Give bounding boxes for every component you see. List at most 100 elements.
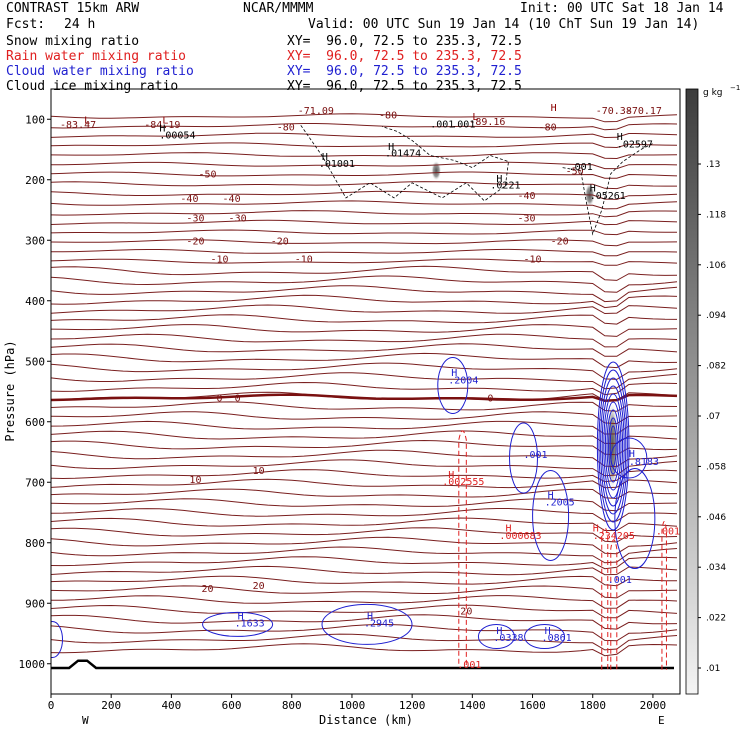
plot-frame	[50, 88, 681, 695]
isotherm-line	[51, 132, 678, 139]
model-title: CONTRAST 15km ARW	[6, 1, 140, 16]
x-tick-label: 800	[282, 699, 302, 712]
isotherm-label: -10	[211, 254, 229, 265]
cloud-water-contour	[608, 417, 619, 475]
isotherm-line	[51, 546, 678, 564]
field-annotation: H	[496, 626, 502, 637]
field-annotation: H	[593, 524, 599, 535]
isotherm-label: 10	[253, 466, 265, 477]
isotherm-line	[51, 430, 678, 444]
field-annotation: .01474	[385, 149, 421, 160]
cloud-water-contour	[614, 468, 656, 570]
field-xy-rain: XY= 96.0, 72.5 to 235.3, 72.5	[287, 49, 522, 64]
isotherm-line	[51, 294, 678, 309]
field-annotation: .00054	[159, 130, 195, 141]
isotherm-line	[51, 362, 678, 380]
isotherm-line	[51, 333, 678, 348]
isotherm-line	[51, 604, 678, 619]
x-tick-label: 1600	[519, 699, 546, 712]
field-annotation: H	[590, 184, 596, 195]
field-annotation: L	[84, 115, 90, 126]
field-annotation: .001	[430, 119, 454, 130]
cloud-water-contour	[609, 425, 617, 467]
cloud-water-contour	[321, 603, 413, 645]
isotherm-line	[51, 565, 678, 576]
cloud-water-contour	[596, 361, 630, 531]
field-annotation: .0861	[542, 633, 572, 644]
cloud-water-contour	[532, 470, 570, 562]
isotherm-label: -80	[379, 110, 397, 121]
forecast-label: Fcst:	[6, 17, 46, 32]
cloud-water-contour	[524, 624, 566, 650]
x-tick-label: 0	[48, 699, 55, 712]
field-annotation: L	[472, 112, 478, 123]
field-annotation: .002555	[442, 477, 484, 488]
isotherm-label: -20	[186, 236, 204, 247]
x-tick-label: 1800	[579, 699, 606, 712]
isotherm-line	[51, 536, 678, 555]
isotherm-line	[51, 527, 678, 543]
isotherm-line	[51, 401, 678, 412]
field-annotation: .000683	[499, 531, 541, 542]
isotherm-line	[51, 624, 678, 642]
rain-water-contour	[601, 527, 609, 670]
colorbar-tick-label: .046	[706, 513, 726, 523]
isotherm-label: -10	[523, 254, 541, 265]
field-annotation: .001	[451, 119, 475, 130]
isotherm-label: 0	[487, 394, 493, 405]
isotherm-line	[51, 248, 678, 257]
field-annotation: H	[367, 611, 373, 622]
isotherm-line	[51, 381, 678, 396]
isotherm-line	[51, 113, 678, 123]
field-annotation: .8183	[629, 457, 659, 468]
y-tick-label: 200	[25, 174, 45, 187]
x-tick-label: 200	[101, 699, 121, 712]
isotherm-label: -10	[295, 254, 313, 265]
isotherm-line	[51, 459, 678, 477]
colorbar-tick-label: .034	[706, 563, 726, 573]
field-annotation: H	[159, 124, 165, 135]
field-name-cloudwater: Cloud water mixing ratio	[6, 64, 194, 79]
field-xy-snow: XY= 96.0, 72.5 to 235.3, 72.5	[287, 34, 522, 49]
x-tick-label: 1400	[459, 699, 486, 712]
isotherm-label: -40	[517, 191, 535, 202]
isotherm-label: -30	[517, 213, 535, 224]
isotherm-line	[51, 265, 678, 281]
colorbar-tick-label: .022	[706, 614, 726, 624]
isotherm-line	[51, 517, 678, 531]
field-annotation: H	[551, 103, 557, 114]
y-tick-label: 900	[25, 597, 45, 610]
colorbar-tick-label: .07	[706, 412, 720, 422]
isotherm-line	[51, 469, 678, 483]
cloud-water-contour	[202, 611, 274, 637]
field-annotation: H	[545, 626, 551, 637]
field-annotation: .001	[457, 660, 481, 671]
surface-line	[51, 659, 674, 670]
isotherm-label: -20	[271, 236, 289, 247]
isotherm-line	[51, 411, 678, 425]
isotherm-line	[51, 210, 678, 218]
cloud-water-contour	[604, 401, 622, 491]
cloud-water-contour	[598, 369, 628, 523]
colorbar-tick-label: .106	[706, 261, 726, 271]
field-annotation: H	[548, 490, 554, 501]
field-annotation: H	[617, 132, 623, 143]
cloud-water-contour	[437, 356, 469, 414]
org-name: NCAR/MMMM	[243, 1, 314, 16]
isotherm-line	[51, 585, 678, 599]
colorbar-tick-label: .058	[706, 462, 726, 472]
x-tick-label: 2000	[640, 699, 667, 712]
rain-water-contour	[458, 430, 467, 664]
isotherm-line	[51, 352, 678, 369]
isotherm-line	[51, 595, 678, 609]
isotherm-line	[51, 314, 678, 325]
isotherm-label: -71.09	[298, 106, 334, 117]
cloud-water-contour	[606, 409, 620, 483]
isotherm-label: 20	[460, 607, 472, 618]
colorbar-tick-label: .094	[706, 311, 726, 321]
isotherm-label: 20	[253, 581, 265, 592]
field-annotation: .2945	[364, 619, 394, 630]
cloud-water-contour	[603, 393, 624, 499]
isotherm-line	[51, 420, 678, 435]
isotherm-label: -40	[180, 194, 198, 205]
